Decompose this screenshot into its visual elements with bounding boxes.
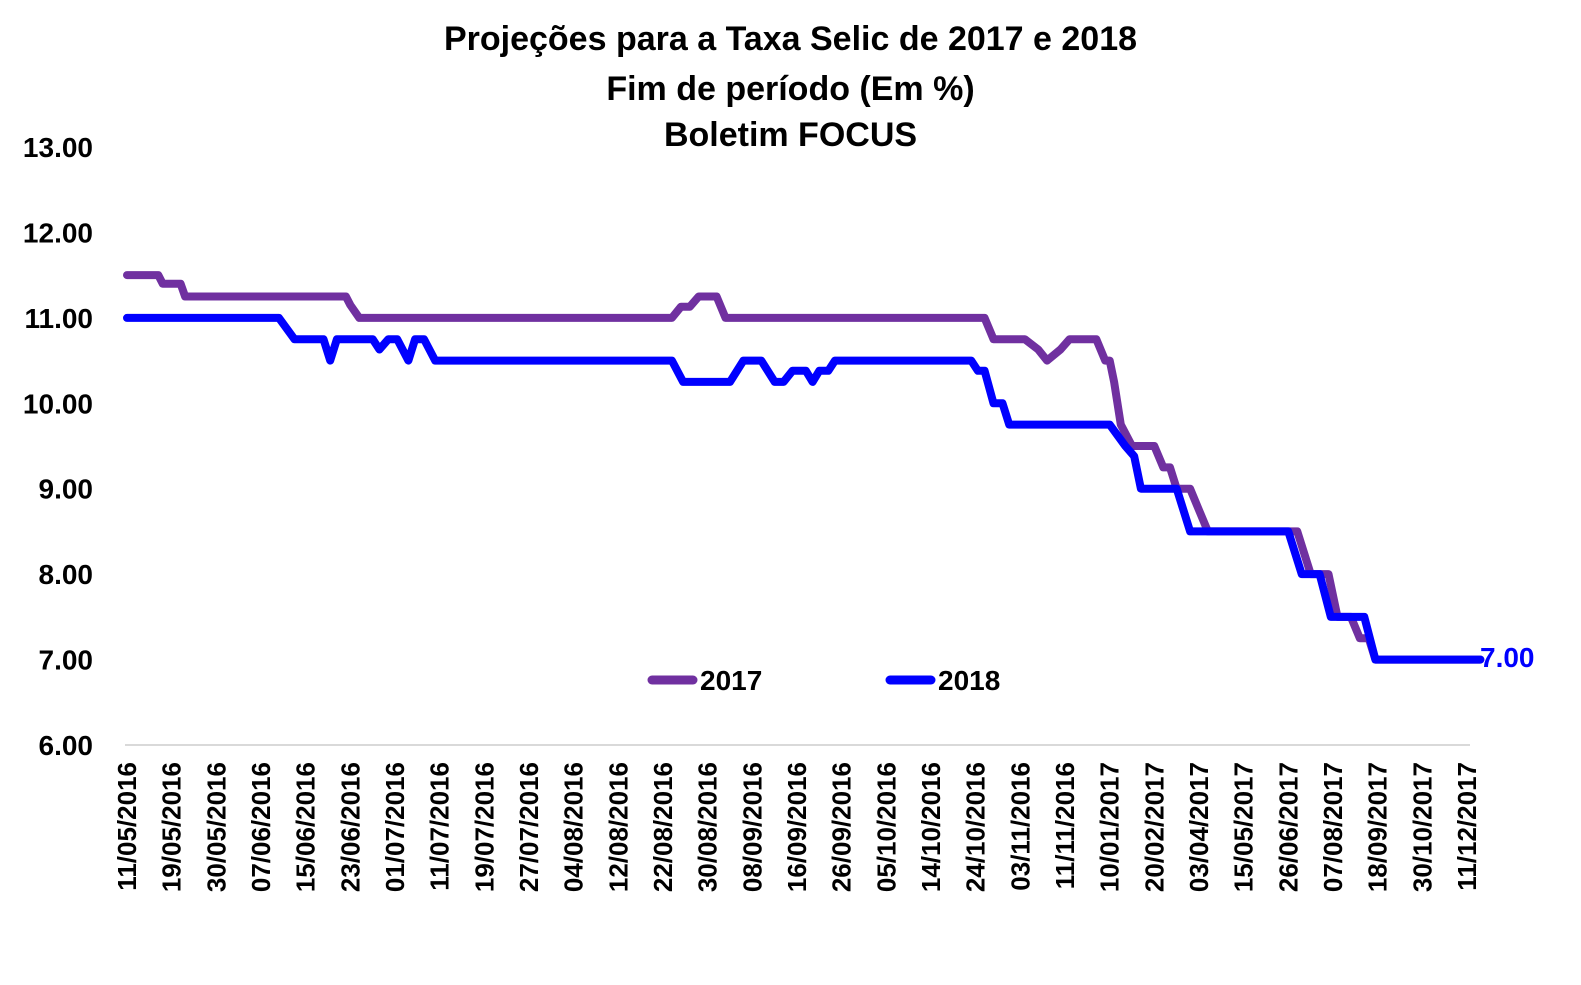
x-tick-label: 20/02/2017	[1139, 762, 1169, 892]
x-tick-label: 12/08/2016	[603, 762, 633, 892]
chart-title: Projeções para a Taxa Selic de 2017 e 20…	[443, 20, 1138, 58]
x-tick-label: 07/06/2016	[246, 762, 276, 892]
x-tick-label: 18/09/2017	[1363, 762, 1393, 892]
x-tick-label: 27/07/2016	[514, 762, 544, 892]
x-tick-label: 15/05/2017	[1229, 762, 1259, 892]
series-lines	[123, 271, 1485, 664]
legend: 2017 2018	[647, 665, 1000, 696]
x-tick-label: 30/05/2016	[201, 762, 231, 892]
x-tick-label: 11/05/2016	[112, 762, 142, 891]
y-tick-label: 9.00	[39, 474, 94, 505]
legend-label-2018: 2018	[938, 665, 1000, 696]
legend-label-2017: 2017	[700, 665, 762, 696]
y-tick-label: 13.00	[23, 132, 93, 163]
x-axis: 11/05/2016 19/05/2016 30/05/2016 07/06/2016…	[112, 762, 1482, 892]
end-value-label: 7.00	[1480, 642, 1535, 673]
x-tick-label: 24/10/2016	[961, 762, 991, 892]
x-tick-label: 11/12/2017	[1452, 762, 1482, 891]
x-tick-label: 01/07/2016	[380, 762, 410, 892]
x-tick-label: 16/09/2016	[782, 762, 812, 892]
x-tick-label: 23/06/2016	[335, 762, 365, 892]
x-tick-label: 03/04/2017	[1184, 762, 1214, 892]
x-tick-label: 22/08/2016	[648, 762, 678, 892]
y-tick-label: 12.00	[23, 217, 93, 248]
series-line-2017	[123, 271, 1485, 664]
y-tick-label: 7.00	[39, 645, 94, 676]
y-tick-label: 8.00	[39, 559, 94, 590]
x-tick-label: 11/11/2016	[1050, 762, 1080, 889]
y-tick-label: 6.00	[39, 730, 94, 761]
x-tick-label: 14/10/2016	[916, 762, 946, 892]
y-tick-label: 10.00	[23, 388, 93, 419]
x-tick-label: 08/09/2016	[737, 762, 767, 892]
x-tick-label: 19/05/2016	[157, 762, 187, 892]
y-tick-label: 11.00	[24, 303, 93, 334]
x-tick-label: 15/06/2016	[291, 762, 321, 892]
chart-subtitle-source: Boletim FOCUS	[663, 116, 918, 154]
x-tick-label: 07/08/2017	[1318, 762, 1348, 892]
x-tick-label: 05/10/2016	[871, 762, 901, 892]
chart-subtitle: Fim de período (Em %)	[606, 70, 975, 108]
x-tick-label: 26/09/2016	[827, 762, 857, 892]
series-line-2018	[123, 313, 1485, 664]
x-tick-label: 19/07/2016	[469, 762, 499, 892]
x-tick-label: 30/10/2017	[1407, 762, 1437, 892]
x-tick-label: 26/06/2017	[1273, 762, 1303, 892]
x-tick-label: 03/11/2016	[1005, 762, 1035, 891]
x-tick-label: 10/01/2017	[1095, 762, 1125, 892]
x-tick-label: 30/08/2016	[693, 762, 723, 892]
x-tick-label: 11/07/2016	[425, 762, 455, 891]
x-tick-label: 04/08/2016	[559, 762, 589, 892]
y-axis: 6.00 7.00 8.00 9.00 10.00 11.00 12.00 13.00	[23, 132, 93, 761]
